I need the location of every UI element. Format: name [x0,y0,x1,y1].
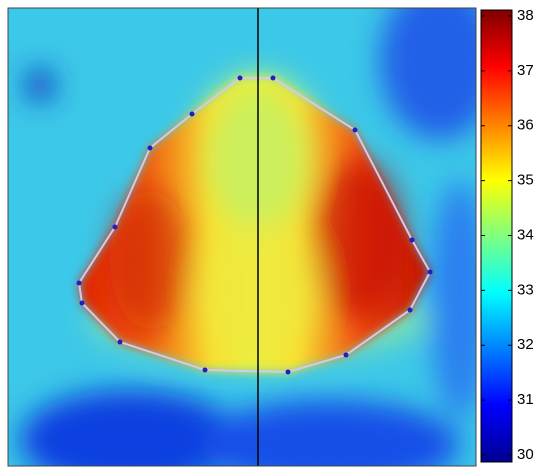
colorbar-tick-label: 36 [517,117,534,134]
colorbar-tick-label: 34 [517,226,534,243]
roi-outline [77,77,432,374]
colorbar-tick-label: 30 [517,446,534,463]
colorbar-tick-label: 37 [517,62,534,79]
colorbar-tick-label: 35 [517,172,534,189]
image-frame [7,7,477,467]
colorbar-tick-label: 31 [517,391,534,408]
thermal-image [8,8,476,466]
colorbar-tick-label: 38 [517,7,534,24]
colorbar-tick-label: 32 [517,336,534,353]
roi-points [76,75,433,375]
colorbar [480,9,513,463]
colorbar-tick-label: 33 [517,281,534,298]
